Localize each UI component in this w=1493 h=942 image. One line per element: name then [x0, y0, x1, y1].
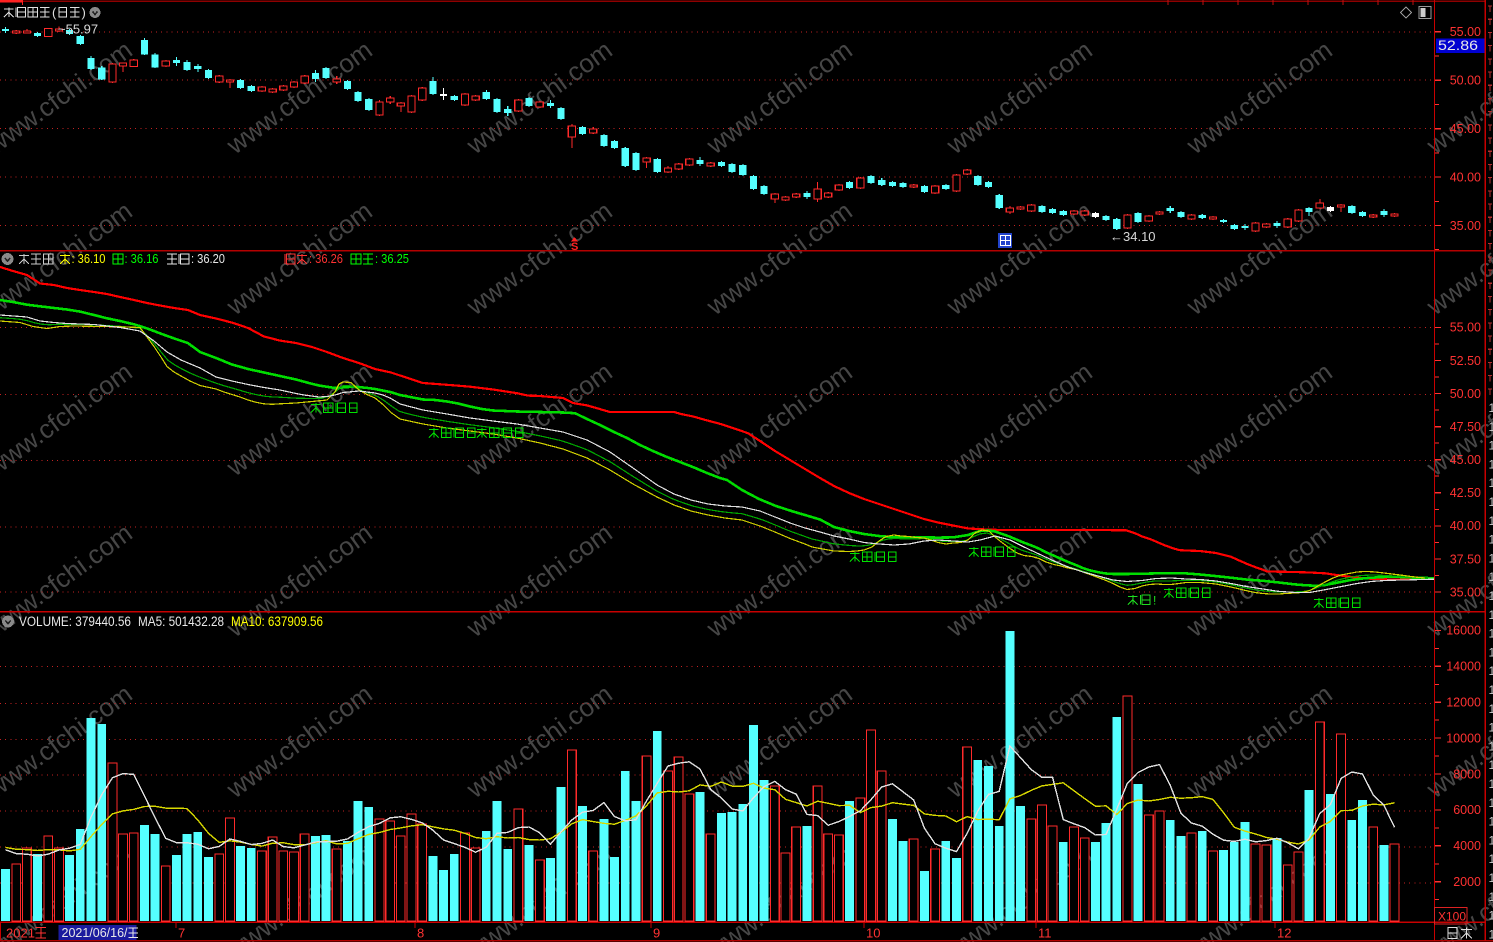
svg-text:1: 1	[1489, 401, 1493, 415]
svg-text:1: 1	[1489, 627, 1493, 641]
svg-text:1: 1	[1489, 664, 1493, 678]
svg-text:X100: X100	[1438, 910, 1466, 924]
svg-text:1: 1	[1489, 721, 1493, 735]
svg-text:1: 1	[1489, 439, 1493, 453]
svg-text:: 36.25: : 36.25	[375, 252, 409, 266]
svg-text:1: 1	[1489, 476, 1493, 490]
svg-text:50.00: 50.00	[1450, 74, 1481, 88]
svg-text:1: 1	[1489, 909, 1493, 923]
svg-text:): )	[82, 5, 86, 20]
svg-text:55.00: 55.00	[1450, 25, 1481, 39]
svg-text:1: 1	[1489, 777, 1493, 791]
svg-text:MA5: 501432.28: MA5: 501432.28	[138, 614, 224, 629]
svg-text:37.50: 37.50	[1450, 552, 1481, 566]
svg-text:!: !	[1153, 594, 1156, 608]
svg-text:8000: 8000	[1453, 767, 1481, 781]
svg-text:42.50: 42.50	[1450, 486, 1481, 500]
svg-text:10: 10	[866, 926, 880, 941]
svg-text:1: 1	[1489, 420, 1493, 434]
svg-text:2021: 2021	[6, 926, 35, 941]
svg-text:1: 1	[1489, 758, 1493, 772]
svg-text:9: 9	[653, 926, 660, 941]
svg-text:1: 1	[1489, 457, 1493, 471]
svg-text:VOLUME: 379440.56: VOLUME: 379440.56	[19, 614, 131, 629]
svg-text:50.00: 50.00	[1450, 387, 1481, 401]
svg-text:1: 1	[1489, 533, 1493, 547]
svg-text:1: 1	[1489, 852, 1493, 866]
svg-text:1: 1	[1489, 551, 1493, 565]
svg-text:: 36.26: : 36.26	[309, 252, 343, 266]
svg-text:1: 1	[1489, 608, 1493, 622]
svg-text:1: 1	[1489, 570, 1493, 584]
svg-text:11: 11	[1038, 926, 1052, 941]
svg-text:14000: 14000	[1446, 660, 1481, 674]
svg-text:: 36.10: : 36.10	[72, 252, 106, 266]
svg-text:1: 1	[1489, 683, 1493, 697]
svg-text:10000: 10000	[1446, 731, 1481, 745]
svg-text:1: 1	[1489, 796, 1493, 810]
svg-text:2000: 2000	[1453, 875, 1481, 889]
svg-text:1: 1	[1489, 589, 1493, 603]
svg-text:7: 7	[178, 926, 185, 941]
svg-text:35.00: 35.00	[1450, 585, 1481, 599]
svg-text:2021/06/16/: 2021/06/16/	[62, 926, 129, 940]
svg-text:1: 1	[1489, 927, 1493, 941]
svg-text:1: 1	[1489, 645, 1493, 659]
svg-text:55.00: 55.00	[1450, 321, 1481, 335]
svg-text:1: 1	[1489, 495, 1493, 509]
svg-text:16000: 16000	[1446, 624, 1481, 638]
svg-text:40.00: 40.00	[1450, 170, 1481, 184]
svg-text:1: 1	[1489, 871, 1493, 885]
svg-text:1: 1	[1489, 890, 1493, 904]
svg-text:1: 1	[1489, 514, 1493, 528]
svg-text:52.86: 52.86	[1438, 38, 1478, 53]
svg-text:8: 8	[417, 926, 424, 941]
svg-text:12: 12	[1277, 926, 1291, 941]
svg-text:S: S	[571, 241, 578, 253]
svg-text:40.00: 40.00	[1450, 519, 1481, 533]
svg-text:: 36.16: : 36.16	[125, 252, 159, 266]
svg-text:45.00: 45.00	[1450, 122, 1481, 136]
svg-text:6000: 6000	[1453, 803, 1481, 817]
svg-text:(: (	[52, 5, 57, 20]
svg-text:52.50: 52.50	[1450, 354, 1481, 368]
svg-text:1: 1	[1489, 739, 1493, 753]
svg-text:1: 1	[1489, 815, 1493, 829]
svg-text:: 36.20: : 36.20	[191, 252, 225, 266]
svg-text:35.00: 35.00	[1450, 219, 1481, 233]
svg-text:12000: 12000	[1446, 696, 1481, 710]
svg-text:1: 1	[1489, 702, 1493, 716]
svg-text:45.00: 45.00	[1450, 453, 1481, 467]
svg-text:4000: 4000	[1453, 839, 1481, 853]
svg-text:←34.10: ←34.10	[1110, 229, 1156, 244]
svg-text:~55.97: ~55.97	[58, 22, 98, 37]
svg-text:47.50: 47.50	[1450, 420, 1481, 434]
svg-text:1: 1	[1489, 833, 1493, 847]
svg-text:MA10: 637909.56: MA10: 637909.56	[231, 614, 323, 629]
